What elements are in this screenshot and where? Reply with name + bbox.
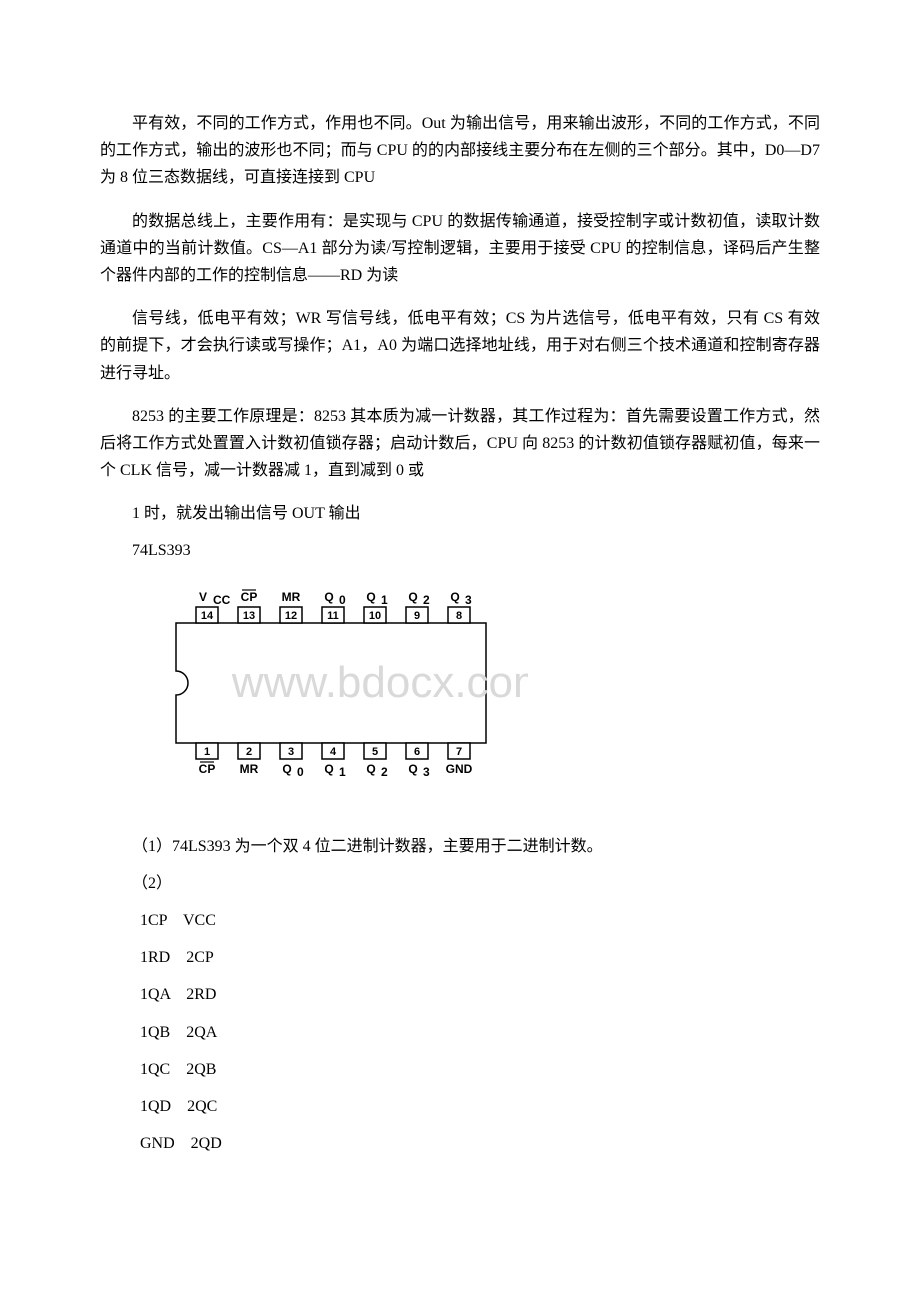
svg-text:Q: Q	[366, 590, 375, 604]
paragraph: 8253 的主要工作原理是：8253 其本质为减一计数器，其工作过程为：首先需要…	[100, 403, 820, 485]
svg-text:1: 1	[204, 746, 210, 758]
paragraph: 平有效，不同的工作方式，作用也不同。Out 为输出信号，用来输出波形，不同的工作…	[100, 110, 820, 192]
svg-text:14: 14	[201, 610, 214, 622]
svg-text:9: 9	[414, 610, 420, 622]
svg-text:0: 0	[339, 593, 346, 607]
pin-mapping-row: 1CP VCC	[140, 907, 820, 934]
pin-mapping-row: 1QA 2RD	[140, 981, 820, 1008]
pin-mapping-row: GND 2QD	[140, 1130, 820, 1157]
svg-text:1: 1	[381, 593, 388, 607]
svg-text:Q: Q	[324, 590, 333, 604]
svg-text:Q: Q	[366, 762, 375, 776]
chip-svg: www.bdocx.com14VCC13CP12MR11Q010Q19Q28Q3…	[148, 583, 528, 803]
svg-text:7: 7	[456, 746, 462, 758]
svg-text:3: 3	[423, 765, 430, 779]
svg-text:13: 13	[243, 610, 255, 622]
svg-text:8: 8	[456, 610, 462, 622]
pin-mapping-row: 1RD 2CP	[140, 944, 820, 971]
pin-mapping-row: 1QB 2QA	[140, 1019, 820, 1046]
chip-diagram: www.bdocx.com14VCC13CP12MR11Q010Q19Q28Q3…	[148, 583, 820, 803]
svg-text:0: 0	[297, 765, 304, 779]
svg-text:3: 3	[288, 746, 294, 758]
pin-mapping-row: 1QD 2QC	[140, 1093, 820, 1120]
svg-text:3: 3	[465, 593, 472, 607]
svg-text:Q: Q	[282, 762, 291, 776]
paragraph: （2）	[100, 870, 820, 897]
svg-text:V: V	[199, 590, 207, 604]
svg-text:MR: MR	[240, 762, 259, 776]
svg-text:Q: Q	[408, 590, 417, 604]
paragraph: 1 时，就发出输出信号 OUT 输出	[100, 500, 820, 527]
svg-text:2: 2	[246, 746, 252, 758]
svg-text:4: 4	[330, 746, 337, 758]
svg-text:MR: MR	[282, 590, 301, 604]
svg-text:2: 2	[423, 593, 430, 607]
svg-text:Q: Q	[408, 762, 417, 776]
chip-title: 74LS393	[100, 537, 820, 564]
svg-text:2: 2	[381, 765, 388, 779]
svg-text:www.bdocx.com: www.bdocx.com	[231, 658, 528, 707]
svg-text:12: 12	[285, 610, 297, 622]
svg-text:10: 10	[369, 610, 381, 622]
svg-text:Q: Q	[450, 590, 459, 604]
svg-text:Q: Q	[324, 762, 333, 776]
paragraph: （1）74LS393 为一个双 4 位二进制计数器，主要用于二进制计数。	[100, 833, 820, 860]
paragraph: 的数据总线上，主要作用有：是实现与 CPU 的数据传输通道，接受控制字或计数初值…	[100, 208, 820, 290]
paragraph: 信号线，低电平有效；WR 写信号线，低电平有效；CS 为片选信号，低电平有效，只…	[100, 305, 820, 387]
pin-mapping-row: 1QC 2QB	[140, 1056, 820, 1083]
svg-text:5: 5	[372, 746, 378, 758]
svg-text:GND: GND	[446, 762, 473, 776]
svg-text:11: 11	[327, 610, 339, 622]
svg-text:CP: CP	[199, 762, 216, 776]
svg-text:1: 1	[339, 765, 346, 779]
svg-text:CC: CC	[213, 593, 231, 607]
svg-text:CP: CP	[241, 590, 258, 604]
svg-text:6: 6	[414, 746, 420, 758]
